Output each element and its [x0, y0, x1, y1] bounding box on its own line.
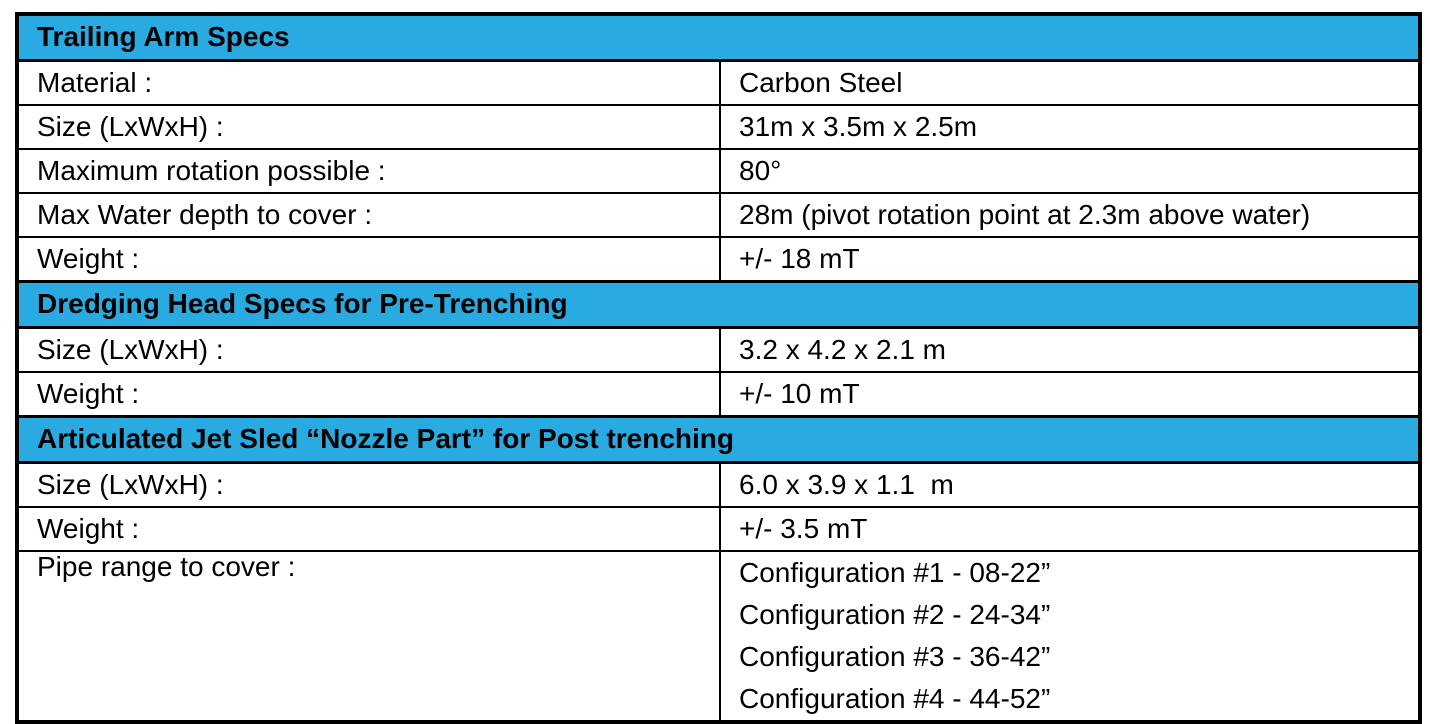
spec-value-line: Configuration #4 - 44-52”: [739, 683, 1051, 714]
spec-value-cell: 6.0 x 3.9 x 1.1 m: [718, 461, 1422, 508]
spec-value-cell: 31m x 3.5m x 2.5m: [718, 104, 1422, 150]
table-row: Size (LxWxH) :3.2 x 4.2 x 2.1 m: [16, 326, 1422, 373]
table-row: Maximum rotation possible :80°: [16, 148, 1422, 194]
spec-value-line: Configuration #2 - 24-34”: [739, 599, 1051, 630]
spec-label-cell: Pipe range to cover :: [16, 550, 721, 723]
section-header-row: Dredging Head Specs for Pre-Trenching: [15, 280, 1422, 329]
specs-table: Trailing Arm Specs Material : Carbon Steel…: [15, 12, 1423, 724]
spec-value-cell: 80°: [718, 148, 1422, 194]
section-title: Dredging Head Specs for Pre-Trenching: [15, 280, 1422, 329]
table-row: Pipe range to cover : Configuration #1 - …: [16, 550, 1422, 723]
specs-table-body: Trailing Arm Specs Material : Carbon Steel…: [15, 12, 1422, 723]
spec-label-cell: Maximum rotation possible :: [16, 148, 721, 194]
spec-value-cell: +/- 3.5 mT: [718, 506, 1422, 552]
table-row: Weight : +/- 10 mT: [16, 371, 1422, 418]
table-row: Weight : +/- 3.5 mT: [16, 506, 1422, 552]
spec-value-cell: 3.2 x 4.2 x 2.1 m: [718, 326, 1422, 373]
section-header-row: Trailing Arm Specs: [15, 12, 1422, 62]
spec-value-cell: Configuration #1 - 08-22” Configuration #…: [718, 550, 1422, 723]
table-row: Weight : +/- 18 mT: [16, 236, 1422, 283]
table-row: Max Water depth to cover :28m (pivot rot…: [16, 192, 1422, 238]
section-header-row: Articulated Jet Sled “Nozzle Part” for P…: [15, 415, 1422, 464]
spec-label-cell: Weight :: [16, 236, 721, 283]
table-row: Size (LxWxH) :6.0 x 3.9 x 1.1 m: [16, 461, 1422, 508]
spec-value-cell: +/- 18 mT: [718, 236, 1422, 283]
spec-label-cell: Material :: [16, 59, 721, 106]
spec-label-cell: Size (LxWxH) :: [16, 461, 721, 508]
spec-value-cell: +/- 10 mT: [718, 371, 1422, 418]
spec-label-cell: Size (LxWxH) :: [16, 104, 721, 150]
section-title: Trailing Arm Specs: [15, 12, 1422, 62]
spec-value-line: Configuration #1 - 08-22”: [739, 557, 1051, 588]
spec-label-cell: Max Water depth to cover :: [16, 192, 721, 238]
spec-value-line: Configuration #3 - 36-42”: [739, 641, 1051, 672]
spec-label-cell: Weight :: [16, 371, 721, 418]
section-title: Articulated Jet Sled “Nozzle Part” for P…: [15, 415, 1422, 464]
spec-label-cell: Size (LxWxH) :: [16, 326, 721, 373]
table-row: Size (LxWxH) :31m x 3.5m x 2.5m: [16, 104, 1422, 150]
table-row: Material : Carbon Steel: [16, 59, 1422, 106]
spec-value-cell: 28m (pivot rotation point at 2.3m above …: [718, 192, 1422, 238]
spec-label-cell: Weight :: [16, 506, 721, 552]
spec-value-cell: Carbon Steel: [718, 59, 1422, 106]
